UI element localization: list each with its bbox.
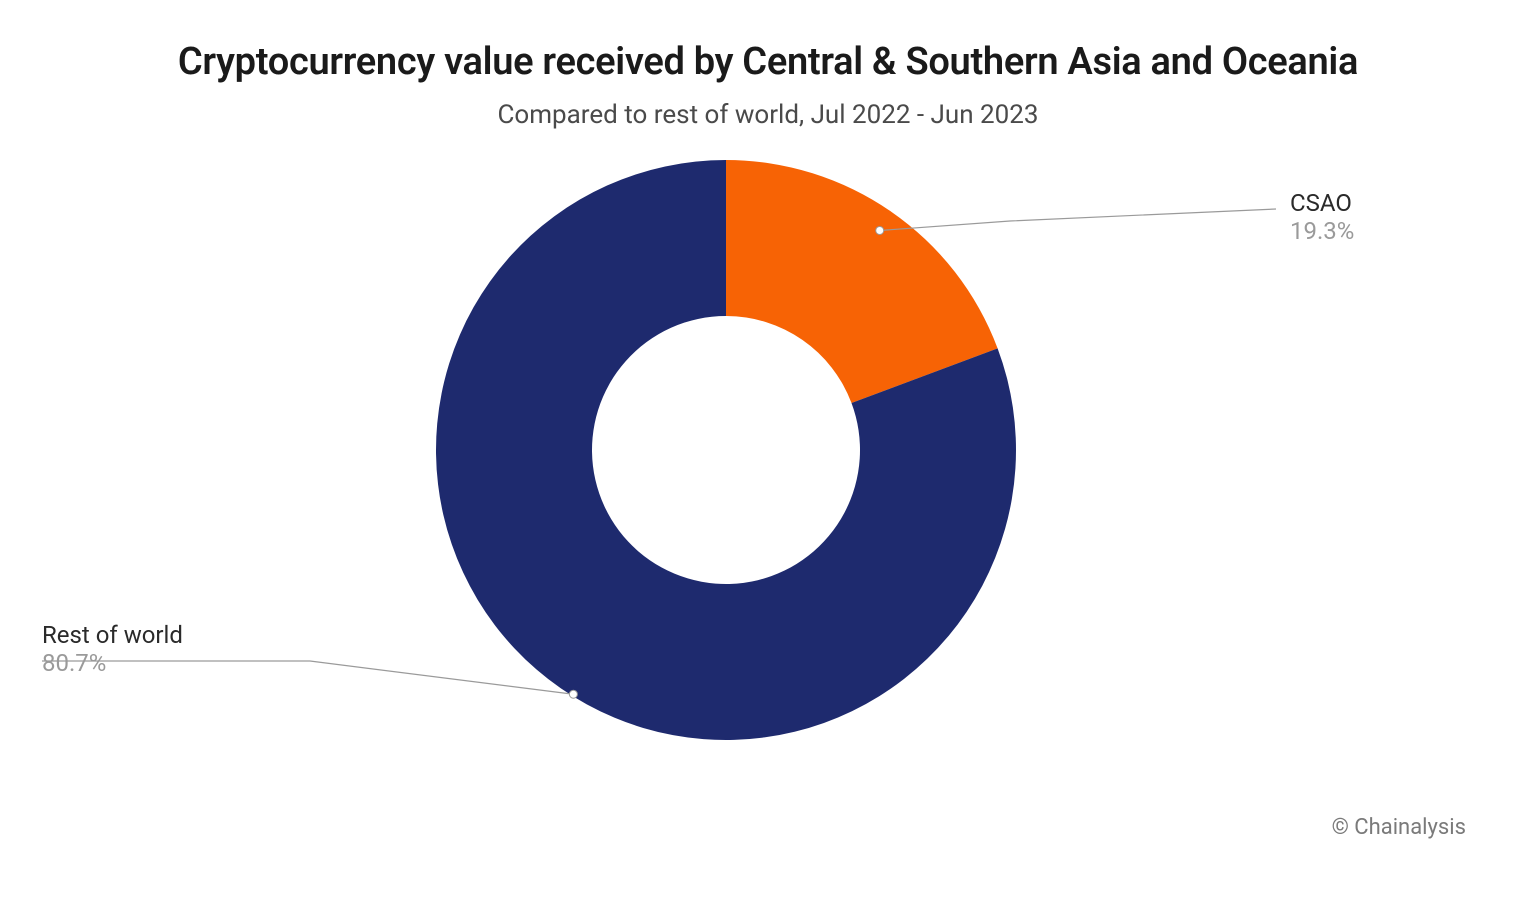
slice-label-value: 80.7% [42,649,183,677]
slice-label-name: CSAO [1290,189,1354,217]
slice-label-value: 19.3% [1290,217,1354,245]
donut-svg [0,155,1536,795]
attribution: © Chainalysis [1332,815,1466,840]
leader-marker [569,690,577,698]
slice-label: Rest of world80.7% [42,621,183,677]
leader-marker [876,226,884,234]
leader-line [880,209,1276,230]
chart-subtitle: Compared to rest of world, Jul 2022 - Ju… [0,100,1536,130]
slice-label-name: Rest of world [42,621,183,649]
chart-title: Cryptocurrency value received by Central… [0,40,1536,84]
donut-chart: CSAO19.3% Rest of world80.7% [0,155,1536,795]
slice-label: CSAO19.3% [1290,189,1354,245]
